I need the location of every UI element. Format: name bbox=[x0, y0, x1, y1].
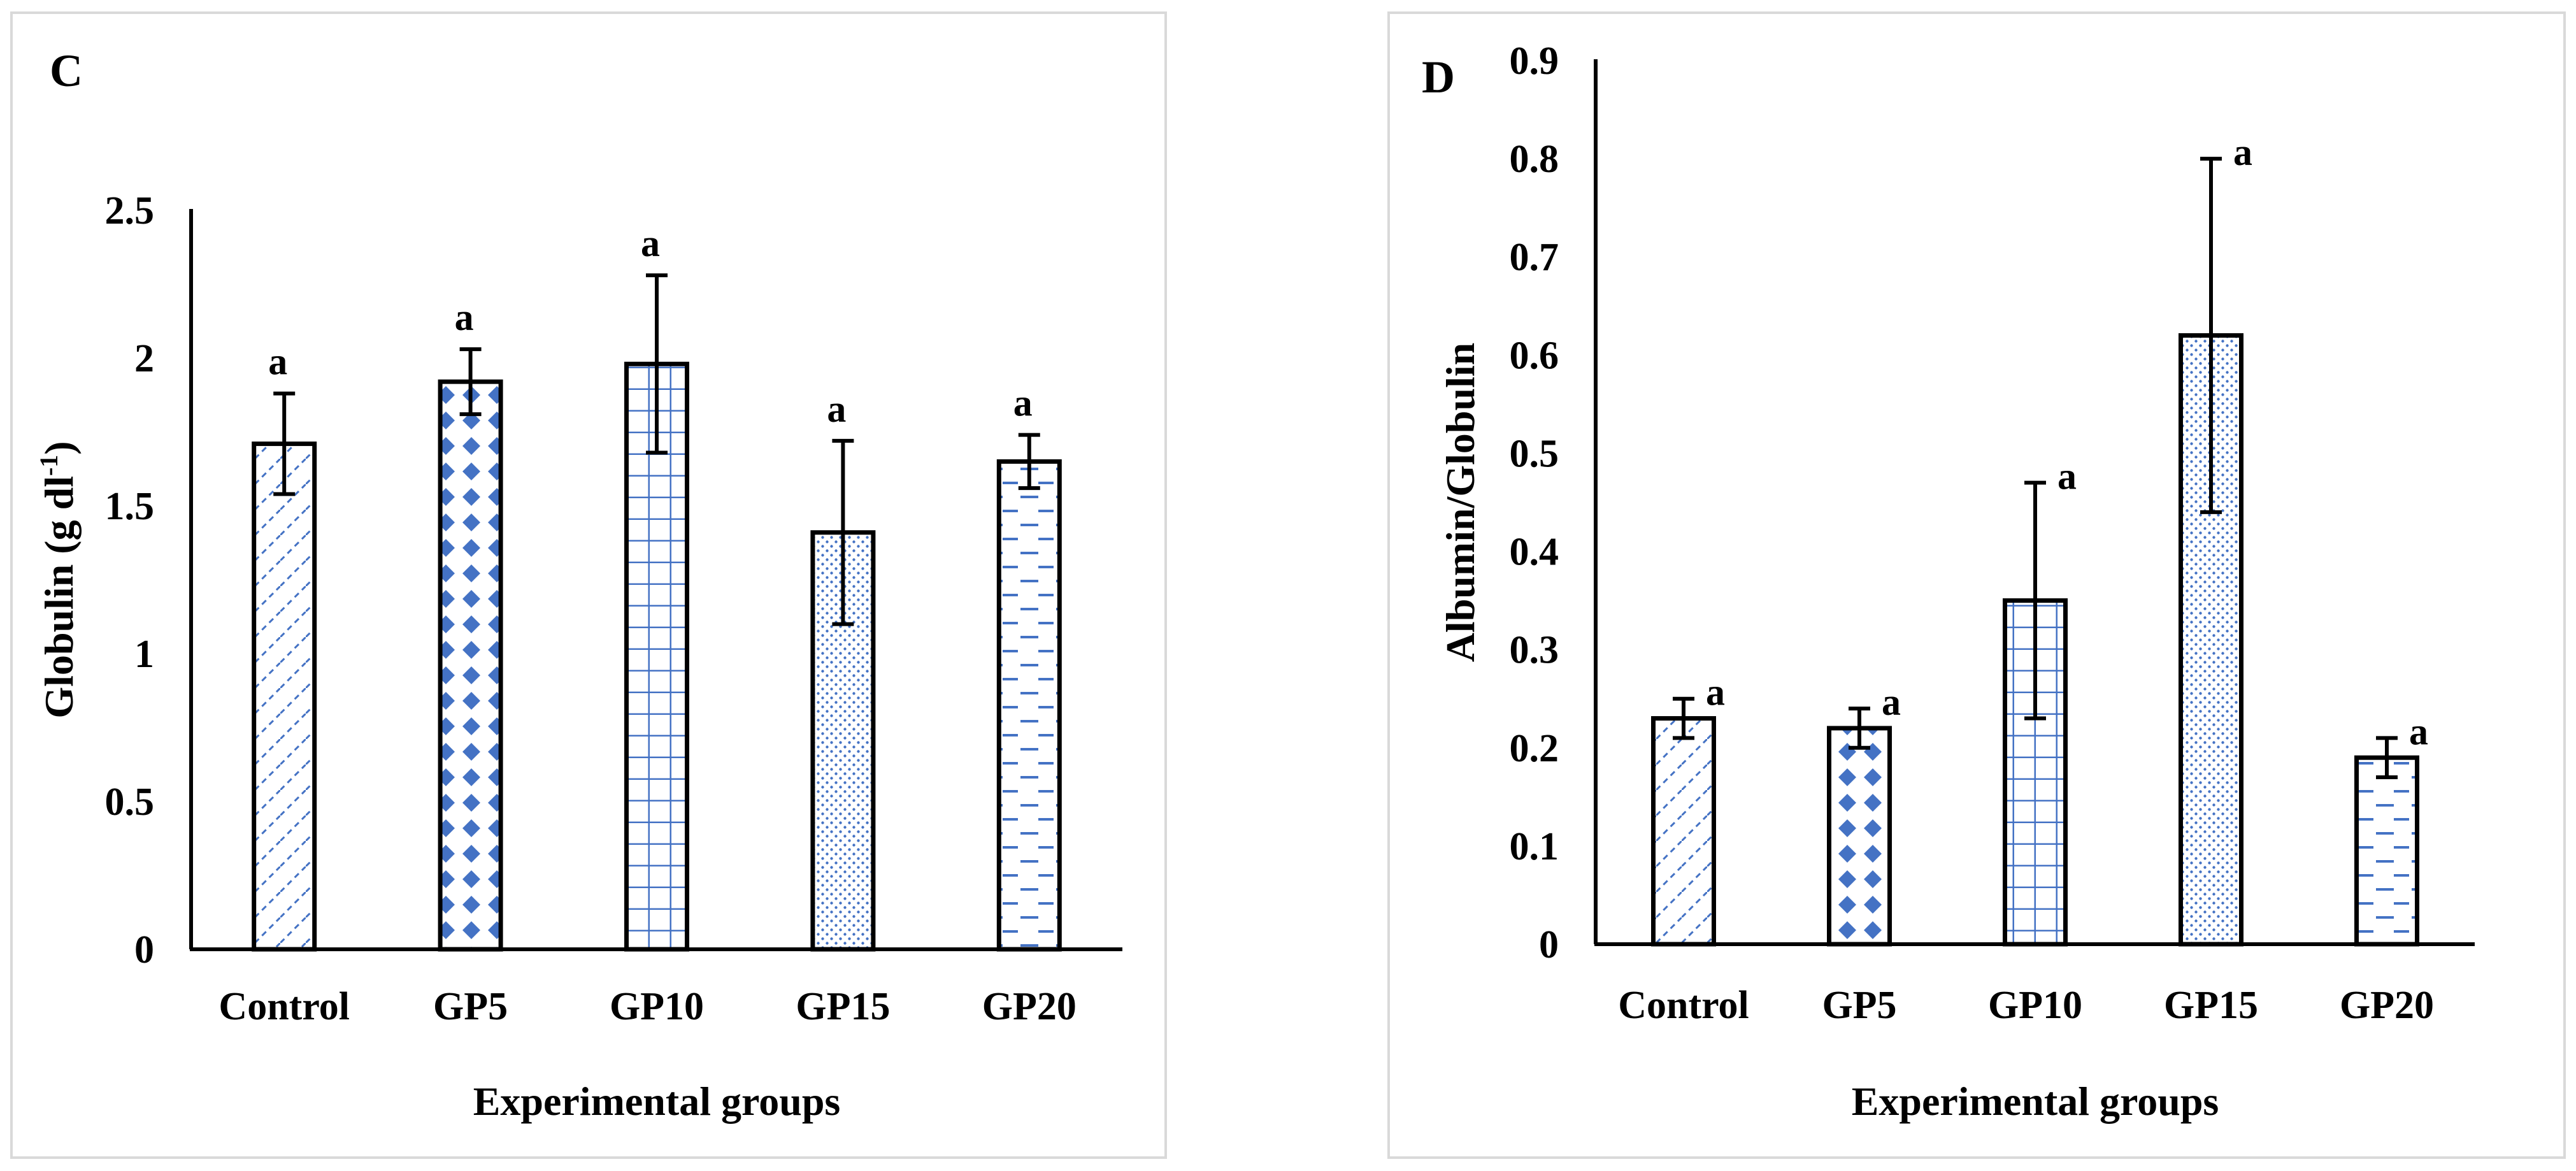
panel-d-x-tick-label: GP10 bbox=[1988, 984, 2082, 1027]
panel-c-y-tick-label: 2.5 bbox=[105, 189, 155, 233]
panel-d-y-tick-label: 0.8 bbox=[1510, 138, 1559, 181]
panel-c-x-tick-label: Control bbox=[218, 985, 350, 1028]
panel-d-y-axis-label: Albumin/Globulin bbox=[1438, 343, 1483, 663]
panel-c-x-axis-label: Experimental groups bbox=[473, 1079, 841, 1124]
panel-c-label: C bbox=[50, 45, 83, 96]
panel-d-x-tick-label: GP15 bbox=[2164, 984, 2258, 1027]
panel-c-y-axis-label-tail: ) bbox=[36, 441, 82, 454]
panel-c-bar-gp10 bbox=[624, 361, 689, 952]
panel-c-y-axis-label-text: Globulin (g dl bbox=[36, 476, 82, 719]
panel-c-x-tick-label: GP20 bbox=[982, 985, 1077, 1028]
panel-c-x-tick-label: GP5 bbox=[433, 985, 508, 1028]
panel-c-y-tick-label: 2 bbox=[134, 337, 154, 380]
panel-c-significance-letter: a bbox=[268, 341, 287, 383]
panel-c-y-tick-label: 1.5 bbox=[105, 485, 155, 528]
panel-d-y-tick-label: 0.6 bbox=[1510, 334, 1559, 377]
panel-d-y-tick-label: 0.4 bbox=[1510, 531, 1559, 574]
panel-d-y-tick-label: 0 bbox=[1539, 923, 1559, 966]
panel-d-y-tick-label: 0.3 bbox=[1510, 629, 1559, 672]
panel-d-significance-letter: a bbox=[2409, 710, 2428, 752]
panel-c-bar-control bbox=[252, 442, 317, 952]
panel-d-bar-control bbox=[1651, 716, 1716, 947]
panel-d-significance-letter: a bbox=[1882, 681, 1901, 723]
panel-d-significance-letter: a bbox=[1706, 672, 1725, 714]
panel-d-significance-letter: a bbox=[2233, 131, 2252, 173]
panel-d-bar-gp20 bbox=[2354, 755, 2419, 947]
panel-c-y-axis-label-superscript: -1 bbox=[34, 455, 63, 476]
panel-d-x-tick-label: GP20 bbox=[2340, 984, 2434, 1027]
panel-c-significance-letter: a bbox=[1013, 382, 1033, 424]
panel-d-y-axis-label-text: Albumin/Globulin bbox=[1438, 343, 1483, 663]
panel-d-bar-gp5 bbox=[1827, 726, 1892, 947]
panel-d-x-tick-label: GP5 bbox=[1822, 984, 1896, 1027]
panel-c-x-tick-label: GP15 bbox=[796, 985, 890, 1028]
panel-d-x-axis-label: Experimental groups bbox=[1852, 1079, 2219, 1124]
panel-d-y-tick-label: 0.2 bbox=[1510, 727, 1559, 770]
panel-c-significance-letter: a bbox=[455, 296, 474, 338]
panel-d-frame bbox=[1387, 11, 2566, 1159]
panel-c-bar-gp5 bbox=[438, 379, 503, 952]
panel-d-y-tick-label: 0.1 bbox=[1510, 825, 1559, 868]
panel-c-significance-letter: a bbox=[641, 222, 660, 264]
panel-d-label: D bbox=[1422, 52, 1455, 103]
panel-c-frame bbox=[10, 11, 1167, 1159]
panel-c-bar-gp20 bbox=[996, 459, 1062, 952]
panel-c-y-tick-label: 0.5 bbox=[105, 780, 155, 824]
panel-c-x-tick-label: GP10 bbox=[610, 985, 704, 1028]
panel-d-chart: 0 0.1 0.2 0.3 0.4 0.5 0.6 0.7 0.8 0.9 Albumin/Glob… bbox=[1438, 40, 2475, 1124]
panel-d-significance-letter: a bbox=[2057, 456, 2077, 498]
panel-d-x-tick-label: Control bbox=[1618, 984, 1749, 1027]
panel-c-chart: 0 0.5 1 1.5 2 2.5 Globulin (g dl-1) a Control a GP… bbox=[34, 189, 1122, 1124]
panel-d-y-tick-label: 0.7 bbox=[1510, 236, 1559, 279]
panel-c-bar-gp15 bbox=[810, 530, 876, 952]
panel-c-y-tick-label: 1 bbox=[134, 633, 154, 676]
panel-d-y-tick-label: 0.5 bbox=[1510, 432, 1559, 475]
panel-c-significance-letter: a bbox=[827, 388, 846, 430]
panel-d-y-tick-label: 0.9 bbox=[1510, 40, 1559, 83]
panel-c-y-axis-label: Globulin (g dl-1) bbox=[34, 441, 82, 718]
panel-c-y-tick-label: 0 bbox=[134, 928, 154, 972]
